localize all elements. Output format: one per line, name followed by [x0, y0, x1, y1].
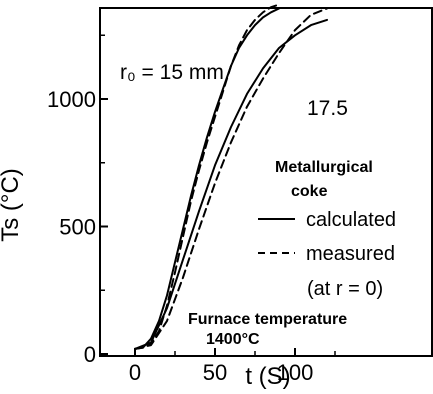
legend: Metallurgical coke calculated measured (…	[258, 159, 396, 300]
y-tick-label: 1000	[47, 87, 96, 112]
legend-measured: measured	[306, 243, 395, 265]
plot-frame	[99, 7, 433, 357]
legend-title-line1: Metallurgical	[275, 159, 373, 176]
legend-title-line2: coke	[291, 183, 328, 200]
x-tick-label: 0	[129, 360, 141, 385]
legend-note: (at r = 0)	[307, 278, 383, 300]
series-line-3	[134, 7, 328, 350]
y-tick-label: 500	[59, 215, 96, 240]
plot-area	[99, 7, 433, 357]
series-line-2	[134, 18, 328, 350]
series-line-0	[134, 7, 280, 350]
r0-annotation: r₀ = 15 mm	[120, 61, 224, 84]
series-line-1	[134, 3, 280, 350]
x-tick-label: 100	[277, 360, 314, 385]
series-lines	[134, 3, 328, 350]
legend-calculated: calculated	[306, 209, 396, 231]
furnace-annotation-line2: 1400°C	[206, 331, 260, 348]
y-tick-label: 0	[84, 342, 96, 367]
y-axis-label: Ts (°C)	[0, 168, 24, 242]
x-tick-label: 50	[203, 360, 227, 385]
furnace-annotation-line1: Furnace temperature	[188, 311, 347, 328]
r175-annotation: 17.5	[307, 97, 348, 120]
x-axis-label: t (S)	[245, 363, 290, 390]
